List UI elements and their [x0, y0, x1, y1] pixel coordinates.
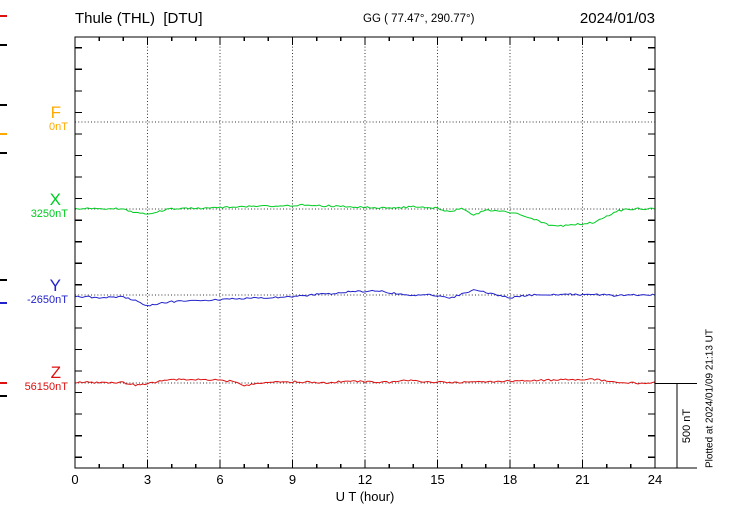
component-label-y: Y -2650nT	[0, 277, 68, 306]
x-tick-label: 24	[647, 472, 663, 487]
edge-artifact-mark	[0, 133, 7, 135]
edge-artifact-mark	[0, 279, 7, 281]
edge-artifact-mark	[0, 44, 7, 46]
x-axis-tick-labels: 0 3 6 9 12 15 18 21 24	[0, 472, 730, 488]
x-axis-title: U T (hour)	[335, 489, 395, 504]
edge-artifact-mark	[0, 152, 7, 154]
geographic-coordinates: GG ( 77.47°, 290.77°)	[363, 13, 475, 25]
component-baseline-value: 0nT	[49, 120, 68, 133]
x-tick-label: 6	[216, 472, 224, 487]
edge-artifact-mark	[0, 302, 7, 304]
component-label-z: Z 56150nT	[0, 364, 68, 393]
x-tick-label: 15	[430, 472, 445, 487]
component-baseline-value: 3250nT	[30, 207, 68, 220]
component-label-x: X 3250nT	[0, 191, 68, 220]
component-letter: F	[50, 103, 61, 122]
component-letter: X	[49, 190, 61, 209]
component-baseline-value: -2650nT	[27, 293, 68, 306]
x-tick-label: 18	[502, 472, 518, 487]
series-y-curve	[74, 289, 656, 307]
series-x-curve	[74, 203, 656, 227]
component-baseline-value: 56150nT	[24, 380, 68, 393]
edge-artifact-mark	[0, 382, 7, 384]
date-label: 2024/01/03	[579, 10, 655, 27]
series-z-curve	[74, 378, 656, 387]
component-label-f: F 0nT	[0, 104, 68, 133]
edge-artifact-mark	[0, 104, 7, 106]
edge-artifact-mark	[0, 15, 7, 17]
page-title: Thule (THL) [DTU]	[75, 10, 203, 27]
component-letter: Z	[50, 363, 61, 382]
x-tick-label: 21	[575, 472, 590, 487]
x-tick-label: 12	[357, 472, 373, 487]
component-letter: Y	[49, 276, 61, 295]
scale-bar-label: 500 nT	[681, 408, 693, 444]
edge-artifact-mark	[0, 395, 7, 397]
x-tick-label: 3	[143, 472, 152, 487]
x-tick-label: 0	[71, 472, 79, 487]
x-tick-label: 9	[288, 472, 297, 487]
plotted-at-timestamp: Plotted at 2024/01/09 21:13 UT	[704, 329, 716, 468]
